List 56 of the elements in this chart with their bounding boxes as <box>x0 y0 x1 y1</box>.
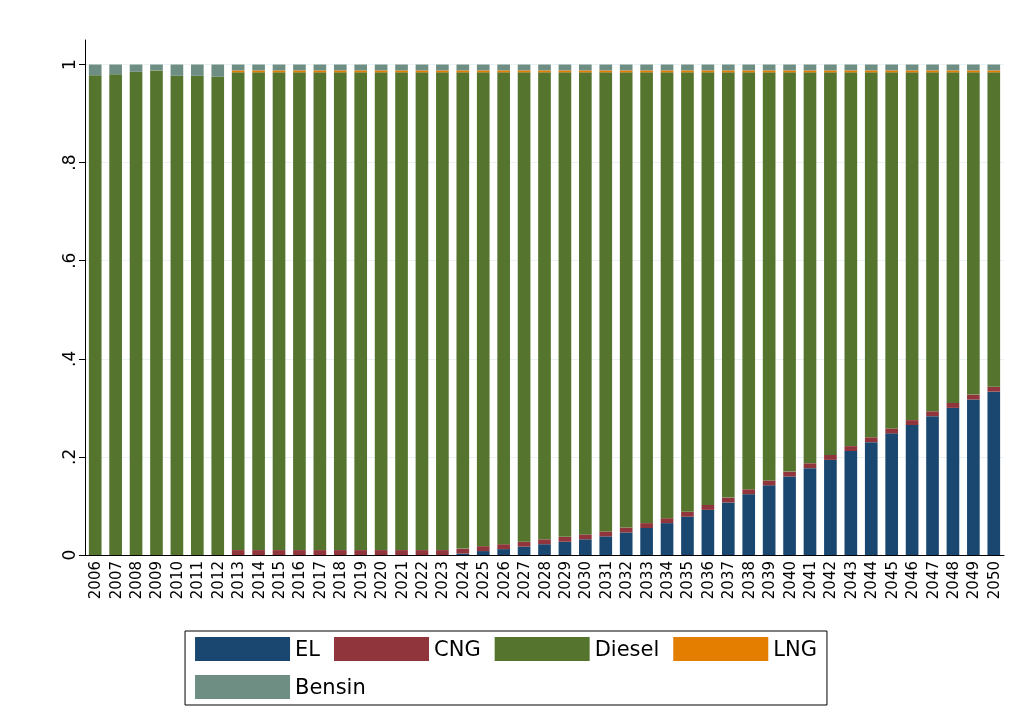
x-tick-label: 2022 <box>412 561 431 600</box>
x-tick-label: 2014 <box>249 561 268 600</box>
x-tick-label: 2048 <box>943 561 962 600</box>
x-tick-label: 2024 <box>453 561 472 600</box>
x-tick-label: 2028 <box>535 561 554 600</box>
legend-label: Bensin <box>295 675 366 699</box>
y-tick-label: .8 <box>58 154 79 171</box>
legend-label: CNG <box>434 637 481 661</box>
x-tick-label: 2017 <box>310 561 329 600</box>
y-tick-label: .2 <box>58 448 79 466</box>
y-tick-label: .6 <box>58 252 79 269</box>
x-tick-label: 2047 <box>923 561 942 600</box>
x-tick-label: 2049 <box>964 561 983 600</box>
x-tick-label: 2006 <box>86 561 105 600</box>
x-tick-label: 2034 <box>658 561 677 600</box>
x-tick-label: 2039 <box>760 561 779 600</box>
x-tick-label: 2029 <box>555 561 574 600</box>
x-tick-label: 2019 <box>351 561 370 600</box>
x-tick-label: 2025 <box>474 561 493 600</box>
x-tick-label: 2012 <box>208 561 227 600</box>
x-tick-label: 2030 <box>576 561 595 600</box>
x-tick-label: 2015 <box>270 561 289 600</box>
x-tick-label: 2008 <box>127 561 146 600</box>
y-tick-label: 0 <box>58 549 79 561</box>
x-tick-label: 2021 <box>392 561 411 600</box>
x-tick-label: 2043 <box>841 561 860 600</box>
x-tick-label: 2010 <box>167 561 186 600</box>
x-tick-label: 2007 <box>106 561 125 600</box>
x-tick-label: 2042 <box>821 561 840 600</box>
x-tick-label: 2020 <box>372 561 391 600</box>
x-tick-label: 2011 <box>188 561 207 600</box>
x-tick-label: 2009 <box>147 561 166 600</box>
x-tick-label: 2032 <box>617 561 636 600</box>
y-tick-label: .4 <box>58 350 79 367</box>
x-tick-label: 2013 <box>229 561 248 600</box>
x-tick-label: 2023 <box>433 561 452 600</box>
x-tick-label: 2018 <box>331 561 350 600</box>
x-tick-label: 2050 <box>984 561 1003 600</box>
x-tick-label: 2037 <box>719 561 738 600</box>
x-tick-label: 2040 <box>780 561 799 600</box>
x-tick-label: 2026 <box>494 561 513 600</box>
x-tick-label: 2038 <box>739 561 758 600</box>
x-tick-label: 2031 <box>596 561 615 600</box>
x-tick-label: 2045 <box>882 561 901 600</box>
y-tick-label: 1 <box>58 59 79 70</box>
legend-label: LNG <box>773 637 817 661</box>
x-tick-label: 2036 <box>698 561 717 600</box>
x-tick-label: 2016 <box>290 561 309 600</box>
x-tick-label: 2044 <box>862 561 881 600</box>
x-tick-label: 2046 <box>903 561 922 600</box>
x-tick-label: 2035 <box>678 561 697 600</box>
legend-label: EL <box>295 637 321 661</box>
x-tick-label: 2033 <box>637 561 656 600</box>
x-tick-label: 2027 <box>515 561 534 600</box>
legend-label: Diesel <box>594 637 660 661</box>
x-tick-label: 2041 <box>800 561 819 600</box>
